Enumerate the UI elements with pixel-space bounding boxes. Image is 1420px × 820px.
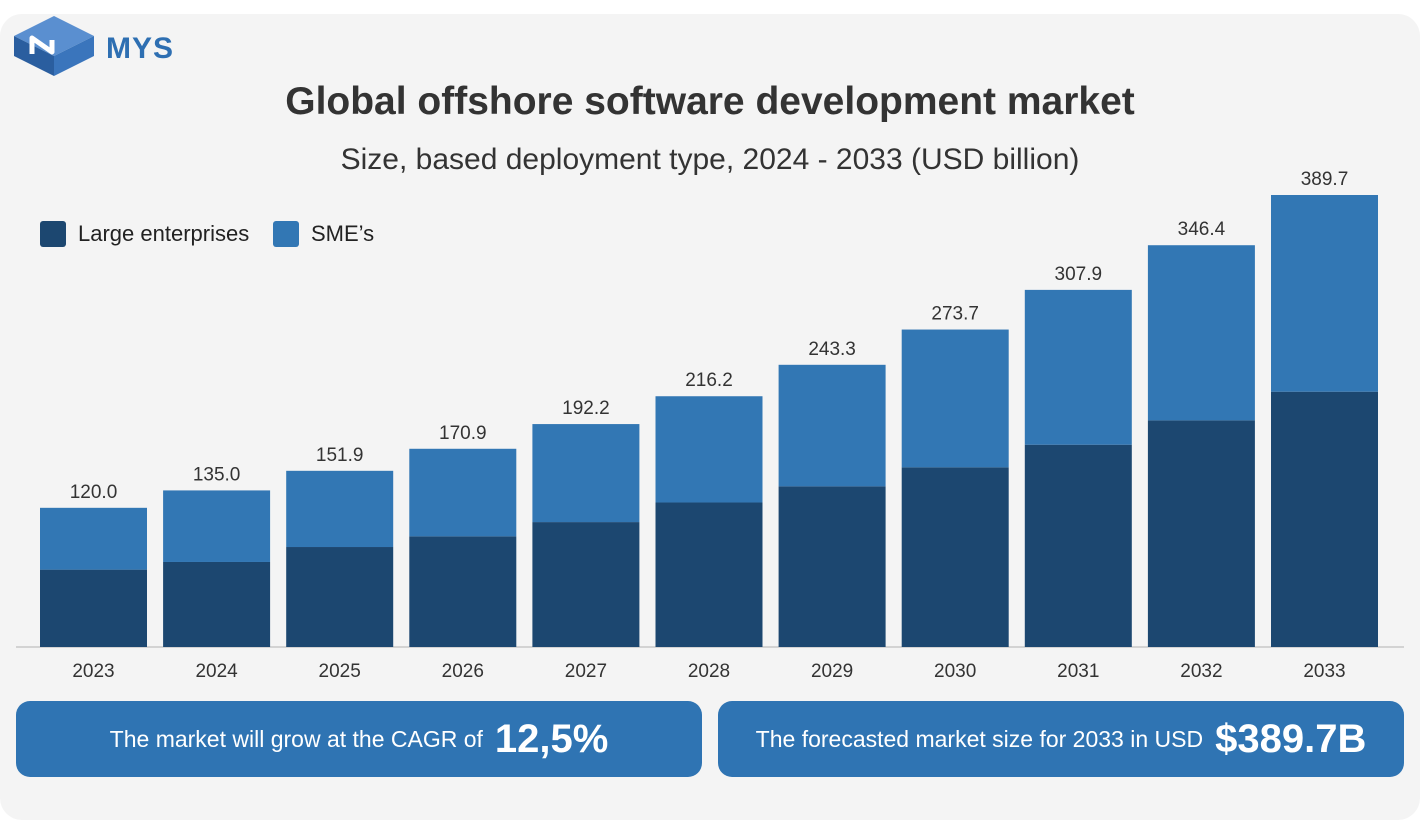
bar-large-enterprises-2023 [40, 569, 147, 647]
x-tick-label-2025: 2025 [319, 661, 361, 682]
data-label-total-2030: 273.7 [931, 304, 979, 325]
x-tick-label-2032: 2032 [1180, 661, 1222, 682]
bar-smes-2031 [1024, 289, 1132, 445]
x-tick-label-2031: 2031 [1057, 661, 1099, 682]
x-tick-label-2023: 2023 [72, 661, 114, 682]
data-label-total-2026: 170.9 [439, 423, 487, 444]
data-label-total-2025: 151.9 [316, 445, 364, 466]
legend-label-large-enterprises: Large enterprises [78, 221, 250, 246]
data-label-total-2031: 307.9 [1055, 264, 1103, 285]
legend-swatch-large-enterprises [40, 221, 66, 247]
forecast-callout: The forecasted market size for 2033 in U… [718, 701, 1404, 777]
data-label-total-2023: 120.0 [70, 482, 118, 503]
x-tick-label-2033: 2033 [1303, 661, 1345, 682]
bar-large-enterprises-2032 [1147, 420, 1255, 647]
chart-title: Global offshore software development mar… [285, 80, 1135, 123]
data-label-total-2033: 389.7 [1301, 169, 1349, 190]
bar-smes-2029 [778, 364, 886, 487]
brand-logo: MYS [8, 14, 178, 78]
chart-subtitle: Size, based deployment type, 2024 - 2033… [340, 143, 1080, 176]
bar-large-enterprises-2025 [286, 547, 394, 647]
bar-large-enterprises-2033 [1271, 391, 1378, 647]
bar-large-enterprises-2031 [1024, 444, 1132, 647]
bar-smes-2030 [901, 329, 1009, 468]
bar-smes-2027 [532, 424, 640, 523]
x-tick-label-2029: 2029 [811, 661, 853, 682]
stacked-bar-chart: 120.0 2023 135.0 2024 151.9 2025 170.9 2026 192.… [16, 169, 1404, 682]
legend-swatch-smes [273, 221, 299, 247]
cube-logo-icon [14, 16, 94, 76]
data-label-total-2027: 192.2 [562, 398, 610, 419]
bar-smes-2024 [163, 490, 271, 562]
brand-name: MYS [106, 32, 175, 65]
cagr-callout: The market will grow at the CAGR of 12,5… [16, 701, 702, 777]
cagr-callout-text: The market will grow at the CAGR of [109, 725, 483, 752]
bar-smes-2032 [1147, 245, 1255, 421]
bar-large-enterprises-2024 [163, 561, 271, 647]
data-label-total-2029: 243.3 [808, 339, 856, 360]
bar-large-enterprises-2028 [655, 502, 763, 647]
x-tick-label-2024: 2024 [195, 661, 238, 682]
data-label-total-2028: 216.2 [685, 370, 733, 391]
legend-label-smes: SME’s [311, 221, 375, 246]
x-tick-label-2026: 2026 [442, 661, 484, 682]
x-tick-label-2027: 2027 [565, 661, 607, 682]
bar-large-enterprises-2026 [409, 536, 517, 647]
cagr-callout-value: 12,5% [494, 716, 609, 761]
bar-smes-2033 [1271, 195, 1378, 392]
bar-smes-2026 [409, 448, 517, 537]
data-label-total-2032: 346.4 [1178, 219, 1226, 240]
bar-smes-2023 [40, 507, 147, 570]
data-label-total-2024: 135.0 [193, 464, 241, 485]
bar-large-enterprises-2029 [778, 486, 886, 647]
bar-large-enterprises-2027 [532, 522, 640, 647]
x-tick-label-2028: 2028 [688, 661, 730, 682]
bar-smes-2028 [655, 396, 763, 503]
x-tick-label-2030: 2030 [934, 661, 976, 682]
forecast-callout-value: $389.7B [1215, 716, 1367, 761]
forecast-callout-text: The forecasted market size for 2033 in U… [755, 725, 1204, 752]
bar-large-enterprises-2030 [901, 467, 1009, 647]
bar-smes-2025 [286, 470, 394, 548]
